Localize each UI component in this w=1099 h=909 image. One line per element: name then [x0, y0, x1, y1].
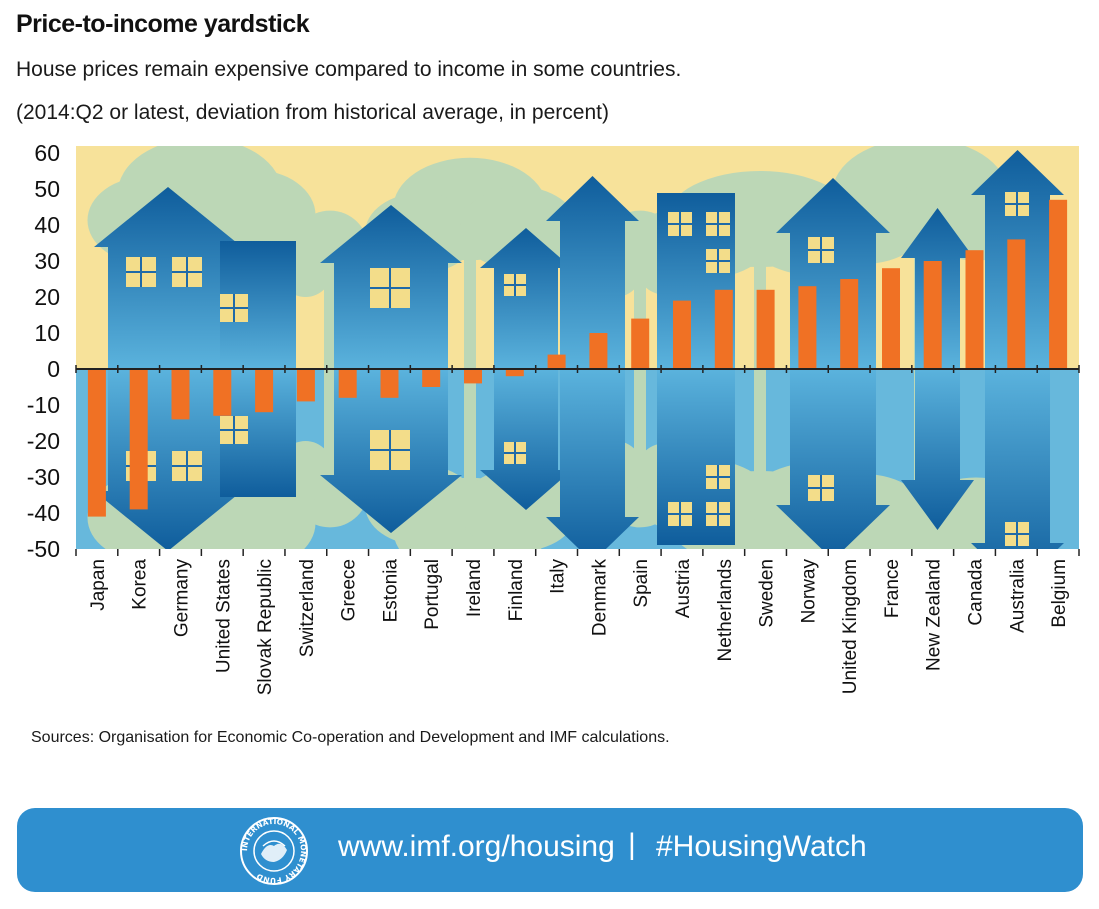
- y-tick-label: -40: [27, 500, 60, 526]
- bar-estonia: [380, 369, 399, 398]
- house-shape: [320, 205, 462, 533]
- bar-slovak-republic: [255, 369, 274, 413]
- bar-switzerland: [296, 369, 315, 402]
- bar-denmark: [589, 333, 608, 369]
- x-tick-label: Italy: [548, 559, 569, 594]
- footer-url[interactable]: www.imf.org/housing: [338, 830, 615, 863]
- bar-chart: 60 50 40 30 20 10 0 -10 -20 -30 -40 -50 Japan Korea G…: [27, 140, 1080, 696]
- y-tick-label: -10: [27, 392, 60, 418]
- footer-separator: |: [628, 828, 636, 861]
- x-tick-label: Austria: [673, 559, 694, 619]
- y-tick-label: -50: [27, 536, 60, 562]
- x-tick-label: Germany: [171, 559, 192, 638]
- x-tick-label: Switzerland: [297, 559, 318, 657]
- bar-greece: [338, 369, 357, 398]
- x-tick-label: Greece: [339, 559, 360, 621]
- x-tick-label: Korea: [130, 559, 151, 610]
- bar-italy: [547, 354, 566, 369]
- x-axis-labels: Japan Korea Germany United States Slovak Rep…: [88, 559, 1070, 696]
- x-tick-label: Denmark: [589, 559, 610, 637]
- x-tick-label: Portugal: [422, 559, 443, 630]
- bar-united-kingdom: [840, 279, 859, 369]
- x-tick-label: Slovak Republic: [255, 559, 276, 695]
- y-tick-label: 20: [34, 284, 60, 310]
- y-tick-label: 40: [34, 212, 60, 238]
- x-tick-label: Ireland: [464, 559, 485, 617]
- y-tick-label: 50: [34, 176, 60, 202]
- bar-france: [882, 268, 900, 369]
- bar-sweden: [756, 289, 775, 369]
- bar-norway: [798, 286, 817, 369]
- chart-title: Price-to-income yardstick: [16, 10, 310, 38]
- y-tick-label: 0: [47, 356, 60, 382]
- x-tick-label: Estonia: [380, 559, 401, 623]
- x-tick-label: Belgium: [1049, 559, 1070, 628]
- source-note: Sources: Organisation for Economic Co-op…: [31, 729, 670, 746]
- footer-hashtag[interactable]: #HousingWatch: [656, 830, 867, 863]
- footer-bar: [17, 808, 1083, 892]
- house-shape: [546, 176, 639, 549]
- house-shape: [901, 208, 974, 530]
- bar-portugal: [422, 369, 441, 387]
- bar-canada: [965, 250, 984, 369]
- x-tick-label: Finland: [506, 559, 527, 621]
- bar-spain: [631, 318, 650, 369]
- x-tick-label: Norway: [798, 559, 819, 624]
- y-tick-label: 60: [34, 140, 60, 166]
- y-tick-label: 10: [34, 320, 60, 346]
- bar-germany: [171, 369, 190, 420]
- y-tick-label: -20: [27, 428, 60, 454]
- bar-belgium: [1049, 199, 1068, 369]
- bar-united-states: [213, 369, 232, 416]
- x-tick-label: Australia: [1007, 559, 1028, 633]
- bar-new-zealand: [923, 261, 942, 369]
- x-tick-label: United States: [213, 559, 234, 673]
- house-illustration: [87, 146, 1064, 549]
- bar-australia: [1007, 239, 1026, 369]
- imf-seal-icon: INTERNATIONAL MONETARY FUND: [240, 817, 308, 885]
- bar-series: [87, 199, 1068, 517]
- x-tick-label: Canada: [966, 559, 987, 626]
- house-shape: [480, 228, 572, 510]
- chart-note: (2014:Q2 or latest, deviation from histo…: [16, 101, 609, 124]
- chart-subtitle: House prices remain expensive compared t…: [16, 58, 682, 81]
- x-tick-label: Spain: [631, 559, 652, 608]
- x-tick-label: United Kingdom: [840, 559, 861, 694]
- axes: [75, 365, 1080, 556]
- bar-finland: [505, 369, 524, 377]
- y-axis-ticks: 60 50 40 30 20 10 0 -10 -20 -30 -40 -50: [27, 140, 60, 562]
- x-tick-label: Japan: [88, 559, 109, 611]
- x-tick-label: France: [882, 559, 903, 618]
- bar-korea: [129, 369, 148, 510]
- x-tick-label: Sweden: [757, 559, 778, 628]
- y-tick-label: -30: [27, 464, 60, 490]
- x-tick-label: New Zealand: [924, 559, 945, 671]
- bar-austria: [673, 300, 691, 369]
- bar-netherlands: [714, 289, 733, 369]
- bar-ireland: [464, 369, 482, 384]
- x-tick-label: Netherlands: [715, 559, 736, 661]
- house-shape: [643, 193, 749, 545]
- y-tick-label: 30: [34, 248, 60, 274]
- house-shape: [206, 241, 310, 497]
- bar-japan: [87, 369, 106, 517]
